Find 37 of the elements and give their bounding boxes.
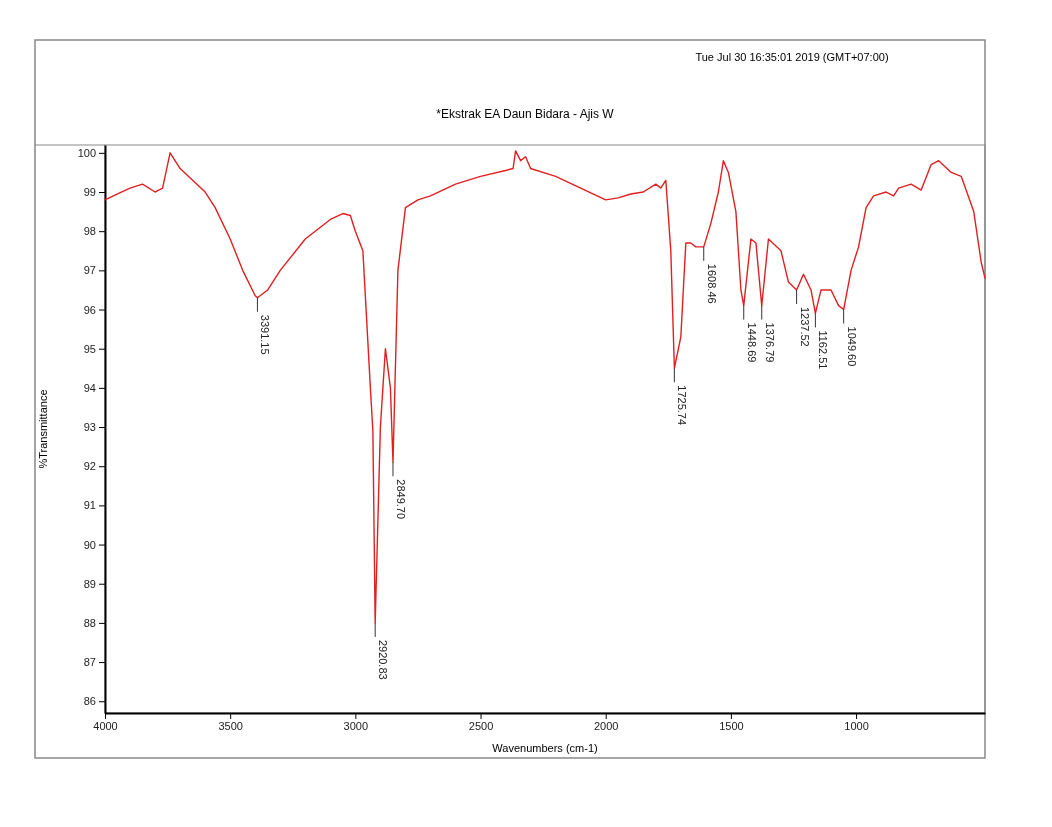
y-tick-label: 96 — [83, 303, 96, 316]
y-tick-label: 100 — [77, 146, 96, 159]
annotation: 1237.52 — [798, 306, 811, 347]
y-tick-label: 87 — [83, 656, 96, 669]
x-tick-label: 3500 — [218, 719, 243, 732]
chart-title: *Ekstrak EA Daun Bidara - Ajis W — [436, 107, 615, 121]
x-tick-label: 4000 — [93, 719, 118, 732]
annotation: 1376.79 — [763, 322, 776, 363]
y-tick-label: 91 — [83, 499, 96, 512]
y-tick-label: 86 — [83, 695, 96, 708]
x-tick-label: 2000 — [593, 719, 619, 732]
text: Tue Jul 30 16:35:01 2019 (GMT+07:00) — [695, 51, 889, 63]
x-tick-label: 1500 — [719, 719, 744, 732]
y-tick-label: 94 — [83, 381, 96, 394]
line-series — [104, 150, 986, 624]
annotation: 2849.70 — [394, 479, 407, 520]
y-tick-label: 89 — [83, 577, 96, 590]
annotation: 1162.51 — [817, 330, 830, 370]
x-tick-label: 1000 — [844, 719, 869, 732]
x-axis-title: Wavenumbers (cm-1) — [492, 742, 598, 754]
y-tick-label: 92 — [83, 460, 96, 473]
annotation: 1448.69 — [745, 322, 758, 363]
x-tick-label: 3000 — [343, 719, 369, 732]
y-axis-title: %Transmittance — [37, 389, 49, 469]
y-tick-label: 90 — [83, 538, 96, 551]
annotation: 1049.60 — [845, 326, 858, 367]
x-tick-label: 2500 — [468, 719, 494, 732]
annotation: 1725.74 — [676, 385, 689, 426]
y-tick-label: 93 — [83, 421, 96, 434]
y-tick-label: 98 — [83, 225, 96, 238]
y-tick-label: 95 — [83, 342, 96, 355]
annotation: 3391.15 — [259, 314, 272, 355]
annotation: 1608.46 — [705, 263, 718, 304]
y-tick-label: 97 — [83, 264, 96, 277]
annotation: 2920.83 — [377, 639, 390, 680]
y-tick-label: 99 — [83, 186, 96, 199]
y-tick-label: 88 — [83, 616, 96, 629]
